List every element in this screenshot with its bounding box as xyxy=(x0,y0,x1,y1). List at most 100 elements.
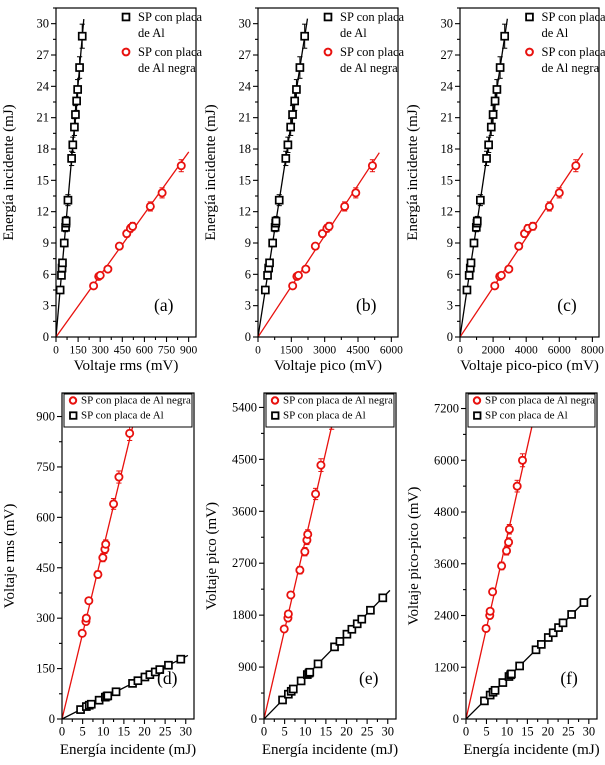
legend-label: SP con placa xyxy=(542,45,605,59)
x-tick-label: 3000 xyxy=(313,345,336,357)
y-axis-title: Energía incidente (mJ) xyxy=(1,104,17,240)
legend-circle-marker-icon xyxy=(323,47,333,57)
x-axis: 0 5 10 15 20 25 30 Energía incidente (mJ) xyxy=(261,719,398,758)
square-marker xyxy=(500,31,510,41)
y-tick-label: 3 xyxy=(245,299,251,313)
y-tick-label: 0 xyxy=(245,330,251,344)
square-marker xyxy=(265,258,274,268)
square-marker xyxy=(543,633,553,642)
square-marker xyxy=(490,96,500,106)
y-tick-label: 30 xyxy=(239,17,252,31)
square-marker xyxy=(59,238,69,248)
square-marker xyxy=(352,619,362,629)
circle-marker xyxy=(504,524,514,534)
y-tick-label: 3600 xyxy=(232,504,257,518)
circle-marker xyxy=(310,241,320,251)
y-tick-label: 7200 xyxy=(434,402,459,416)
circle-marker xyxy=(84,596,94,606)
circle-marker xyxy=(279,624,289,634)
square-marker xyxy=(296,676,306,686)
square-marker xyxy=(283,140,293,150)
x-axis: 0 5 10 15 20 25 30 Energía incidente (mJ) xyxy=(59,719,196,758)
x-tick-label: 750 xyxy=(158,345,176,357)
y-tick-label: 27 xyxy=(37,48,50,62)
circle-marker xyxy=(157,188,167,198)
y-axis-title: Energía incidente (mJ) xyxy=(203,104,219,240)
x-tick-label: 15 xyxy=(118,725,131,739)
series-al xyxy=(55,19,87,337)
plot-frame xyxy=(257,7,399,338)
legend-square-marker-icon xyxy=(323,12,333,22)
y-axis-title: Energía incidente (mJ) xyxy=(405,104,421,240)
y-tick-label: 1200 xyxy=(434,660,459,674)
x-tick-label: 30 xyxy=(382,725,395,739)
square-marker xyxy=(268,238,278,248)
square-marker xyxy=(482,154,491,163)
legend-square-marker-icon xyxy=(473,411,482,420)
circle-marker xyxy=(490,281,500,291)
circle-marker xyxy=(293,270,303,280)
legend-label: SP con placa de Al xyxy=(283,410,366,422)
y-tick-label: 3 xyxy=(43,299,49,313)
plot-frame xyxy=(61,392,195,720)
legend-box xyxy=(265,393,395,428)
subplot-e-vpico-vs-energia: 0 5 10 15 20 25 30 Energía incidente (mJ) 0 900 18… xyxy=(202,381,404,765)
series-al-negra xyxy=(56,151,190,337)
legend-square-marker-icon xyxy=(121,12,131,22)
square-marker xyxy=(133,676,143,686)
legend-label: SP con placa xyxy=(340,10,404,24)
x-tick-label: 10 xyxy=(97,725,110,739)
x-tick-label: 5 xyxy=(80,725,86,739)
y-axis: 0 3 6 9 12 15 18 21 24 27 30 Energía incidente (mJ) xyxy=(405,7,460,344)
square-marker xyxy=(57,271,66,280)
square-marker xyxy=(295,63,305,72)
square-marker xyxy=(330,642,339,652)
x-tick-label: 6000 xyxy=(548,345,571,357)
circle-marker xyxy=(114,472,124,482)
y-tick-label: 900 xyxy=(36,410,55,424)
x-tick-label: 25 xyxy=(562,725,575,739)
legend-label: SP con placa de Al xyxy=(81,410,164,422)
circle-marker xyxy=(544,201,554,211)
x-tick-label: 150 xyxy=(69,345,87,357)
square-marker xyxy=(548,628,558,638)
legend: SP con placa de Al negra SP con placa de … xyxy=(265,393,395,428)
y-tick-label: 6000 xyxy=(434,453,459,467)
y-axis-title: Voltaje rms (mV) xyxy=(2,504,18,609)
y-axis: 0 150 300 450 600 750 900 Voltaje rms (mV) xyxy=(2,410,62,726)
square-marker xyxy=(300,31,310,41)
y-tick-label: 27 xyxy=(239,48,252,62)
legend-label: SP con placa xyxy=(340,45,404,59)
chart-svg-d: 0 5 10 15 20 25 30 Energía incidente (mJ) 0 150 30… xyxy=(2,392,196,758)
circle-marker xyxy=(295,565,305,575)
legend-box xyxy=(467,393,596,428)
y-tick-label: 18 xyxy=(441,142,454,156)
y-tick-label: 21 xyxy=(441,111,454,125)
y-tick-label: 4800 xyxy=(434,505,459,519)
square-marker xyxy=(507,669,516,679)
circle-marker xyxy=(512,481,522,491)
legend-square-marker-icon xyxy=(271,411,280,420)
circle-marker xyxy=(95,270,105,280)
square-marker xyxy=(536,640,546,649)
legend-label: SP con placa de Al negra xyxy=(485,395,595,407)
series-al xyxy=(466,594,592,719)
legend-circle-marker-icon xyxy=(525,47,534,57)
circle-marker xyxy=(514,241,524,251)
legend-label: de Al xyxy=(340,26,367,40)
square-marker xyxy=(515,661,524,671)
x-tick-label: 8000 xyxy=(581,345,604,357)
x-tick-label: 30 xyxy=(180,725,193,739)
plot-frame xyxy=(55,7,197,338)
y-tick-label: 2400 xyxy=(434,609,459,623)
square-marker xyxy=(292,85,301,94)
y-tick-label: 6 xyxy=(447,267,453,281)
square-marker xyxy=(469,238,479,248)
y-tick-label: 18 xyxy=(37,142,50,156)
square-marker xyxy=(71,110,80,119)
series-al xyxy=(460,18,510,337)
legend-label: SP con placa xyxy=(138,45,202,59)
square-marker xyxy=(176,654,186,664)
